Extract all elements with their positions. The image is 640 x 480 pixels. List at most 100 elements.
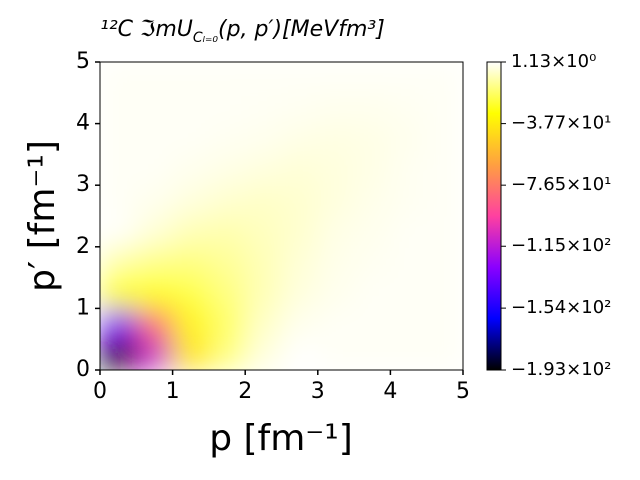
- heatmap-cell: [245, 246, 282, 279]
- heatmap-cell: [317, 216, 355, 248]
- heatmap-cell: [426, 123, 463, 155]
- heatmap-cell: [317, 185, 355, 217]
- heatmap-cell: [281, 246, 319, 279]
- chart-title: ¹²C ℑmUCₗ₌₀(p, p′)[MeVfm³]: [100, 17, 385, 46]
- heatmap-cell: [245, 216, 282, 248]
- heatmap-cell: [208, 339, 246, 370]
- heatmap-cell: [281, 277, 319, 309]
- x-axis-label: p [fm⁻¹]: [209, 418, 353, 459]
- y-tick-label: 5: [76, 49, 90, 74]
- heatmap-cell: [426, 277, 463, 309]
- heatmap-cell: [281, 185, 319, 217]
- heatmap-cell: [100, 216, 137, 248]
- heatmap-cell: [281, 123, 319, 155]
- heatmap-cell: [136, 308, 174, 340]
- heatmap-cell: [354, 277, 391, 309]
- heatmap-cell: [245, 308, 282, 340]
- heatmap-cell: [136, 246, 174, 279]
- heatmap-cell: [136, 92, 174, 125]
- heatmap-cell: [281, 92, 319, 125]
- colorbar-tick-label: −1.15×10²: [511, 235, 611, 256]
- heatmap-cell: [172, 92, 210, 125]
- heatmap-cell: [390, 339, 428, 370]
- heatmap-cell: [172, 277, 210, 309]
- heatmap-cell: [172, 154, 210, 186]
- heatmap-cell: [208, 246, 246, 279]
- heatmap-cell: [136, 277, 174, 309]
- heatmap-cell: [136, 154, 174, 186]
- heatmap-cell: [100, 246, 137, 279]
- heatmap-cell: [426, 246, 463, 279]
- title-main: ¹²C ℑmU: [100, 17, 193, 42]
- y-tick-label: 4: [76, 111, 90, 136]
- y-tick-label: 3: [76, 172, 90, 197]
- heatmap-cell: [136, 123, 174, 155]
- colorbar-tick-label: −1.54×10²: [511, 297, 611, 318]
- heatmap-cell: [172, 308, 210, 340]
- heatmap-cell: [172, 216, 210, 248]
- heatmap-cell: [281, 216, 319, 248]
- heatmap-cell: [172, 62, 210, 94]
- heatmap-cells: [100, 62, 463, 370]
- heatmap-cell: [136, 62, 174, 94]
- x-tick-label: 1: [166, 379, 180, 404]
- y-tick-label: 1: [76, 295, 90, 320]
- heatmap-cell: [426, 216, 463, 248]
- heatmap-cell: [281, 339, 319, 370]
- heatmap-cell: [390, 277, 428, 309]
- y-tick-label: 0: [76, 357, 90, 382]
- heatmap-cell: [136, 216, 174, 248]
- heatmap-cell: [426, 339, 463, 370]
- heatmap-cell: [317, 308, 355, 340]
- x-tick-label: 0: [93, 379, 107, 404]
- heatmap-cell: [245, 185, 282, 217]
- heatmap-cell: [208, 185, 246, 217]
- heatmap-cell: [100, 185, 137, 217]
- heatmap-cell: [208, 92, 246, 125]
- title-subscript: Cₗ₌₀: [193, 30, 218, 46]
- heatmap-cell: [245, 62, 282, 94]
- heatmap-cell: [100, 123, 137, 155]
- heatmap-cell: [390, 92, 428, 125]
- heatmap-cell: [208, 62, 246, 94]
- colorbar-tick-label: −7.65×10¹: [511, 174, 611, 195]
- heatmap-cell: [281, 62, 319, 94]
- heatmap-cell: [245, 339, 282, 370]
- heatmap-cell: [317, 277, 355, 309]
- heatmap-cell: [390, 154, 428, 186]
- heatmap-cell: [426, 308, 463, 340]
- heatmap-cell: [390, 246, 428, 279]
- heatmap-cell: [354, 216, 391, 248]
- heatmap: [100, 62, 463, 370]
- heatmap-cell: [208, 154, 246, 186]
- heatmap-cell: [172, 185, 210, 217]
- heatmap-cell: [281, 154, 319, 186]
- heatmap-cell: [317, 62, 355, 94]
- heatmap-cell: [317, 339, 355, 370]
- heatmap-cell: [208, 216, 246, 248]
- heatmap-cell: [390, 123, 428, 155]
- heatmap-cell: [317, 154, 355, 186]
- heatmap-cell: [354, 308, 391, 340]
- heatmap-cell: [281, 308, 319, 340]
- heatmap-cell: [245, 123, 282, 155]
- heatmap-cell: [100, 62, 137, 94]
- heatmap-cell: [390, 216, 428, 248]
- heatmap-cell: [208, 123, 246, 155]
- heatmap-cell: [208, 277, 246, 309]
- heatmap-cell: [426, 185, 463, 217]
- colorbar-tick-label: −1.93×10²: [511, 359, 611, 380]
- x-tick-label: 3: [311, 379, 325, 404]
- x-tick-label: 2: [238, 379, 252, 404]
- heatmap-cell: [426, 62, 463, 94]
- heatmap-cell: [100, 339, 137, 370]
- heatmap-cell: [172, 339, 210, 370]
- x-tick-label: 4: [383, 379, 397, 404]
- heatmap-cell: [208, 308, 246, 340]
- heatmap-cell: [245, 92, 282, 125]
- heatmap-cell: [426, 92, 463, 125]
- x-tick-label: 5: [456, 379, 470, 404]
- heatmap-cell: [390, 62, 428, 94]
- colorbar-tick-label: 1.13×10⁰: [511, 51, 596, 72]
